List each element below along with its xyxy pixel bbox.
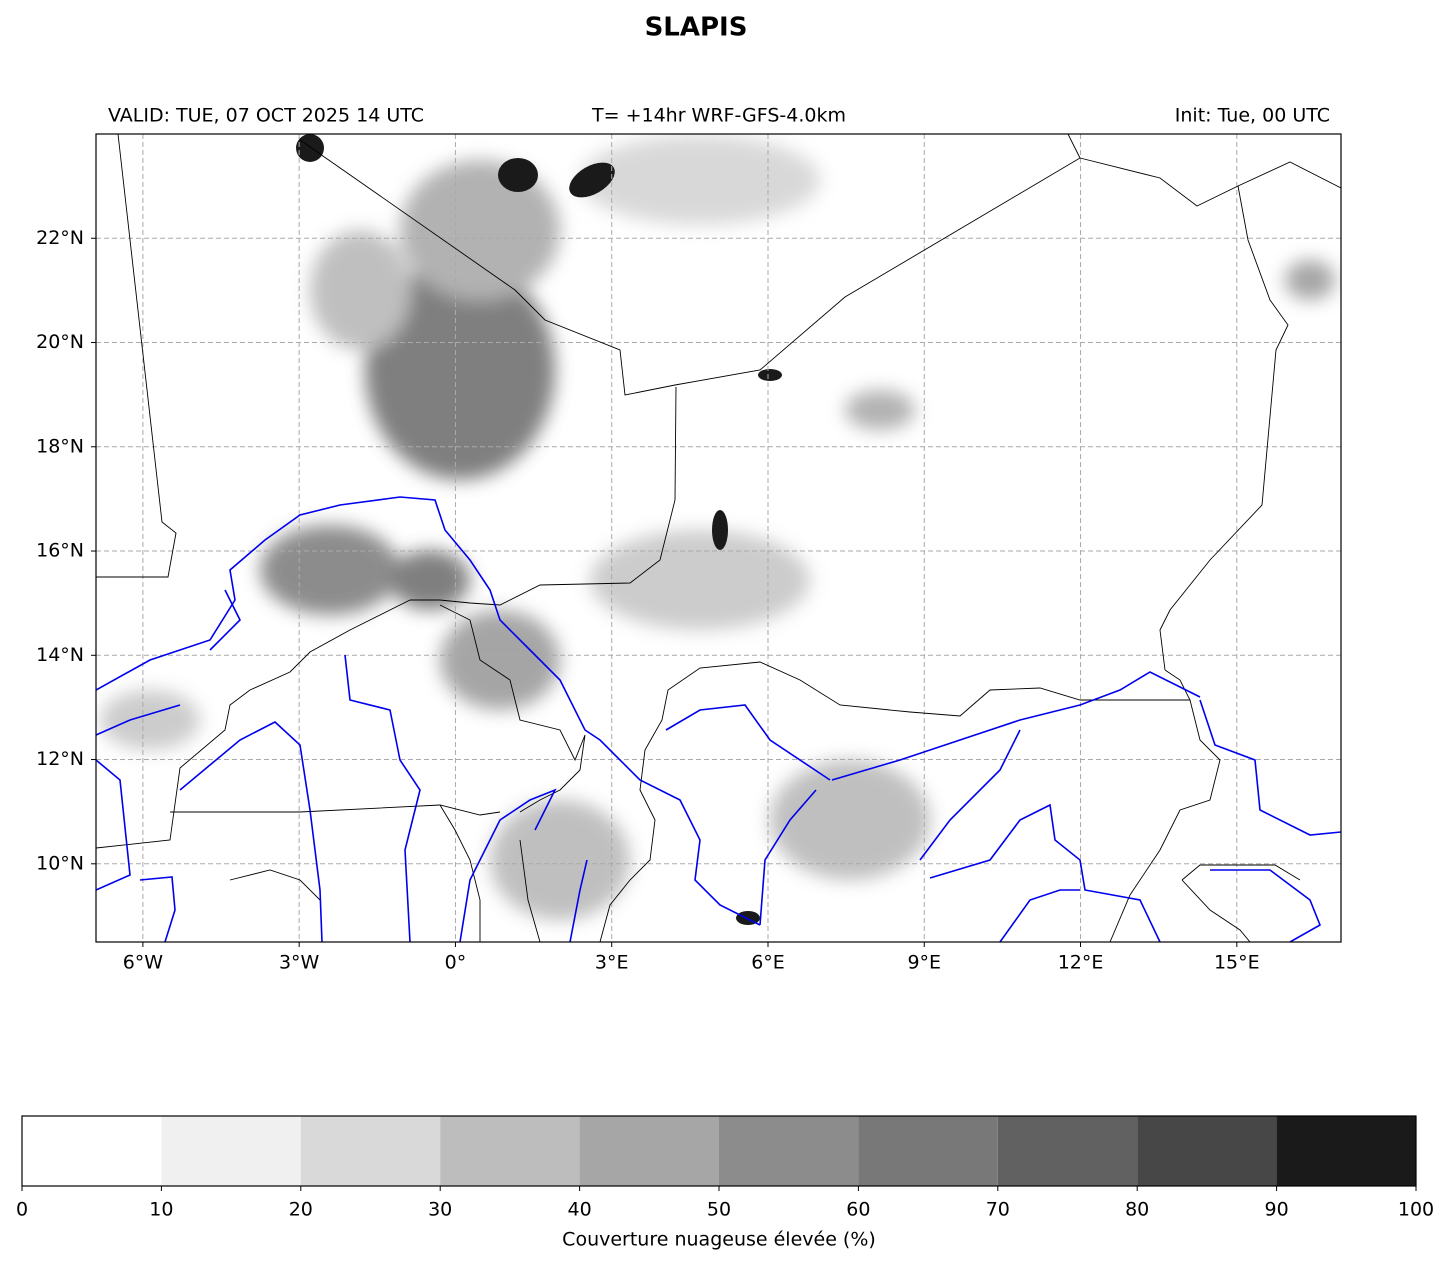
colorbar-segment (1137, 1116, 1277, 1186)
rivers (96, 496, 1341, 942)
x-tick-label: 3°W (279, 952, 320, 974)
colorbar-segment (300, 1116, 441, 1186)
x-tick-label: 9°E (907, 952, 941, 974)
colorbar-segment (22, 1116, 162, 1186)
x-tick-label: 15°E (1214, 952, 1260, 974)
colorbar-segment (858, 1116, 998, 1186)
colorbar-tick-label: 90 (1265, 1199, 1289, 1221)
y-tick-label: 22°N (36, 227, 84, 249)
y-tick-label: 12°N (36, 748, 84, 770)
borders (96, 134, 1341, 942)
colorbar-segment (161, 1116, 301, 1186)
map-title: SLAPIS (645, 13, 748, 43)
dense-cloud (296, 134, 782, 925)
valid-time: VALID: TUE, 07 OCT 2025 14 UTC (108, 105, 424, 127)
x-tick-label: 0° (445, 952, 467, 974)
colorbar-label: Couverture nuageuse élevée (%) (562, 1229, 876, 1251)
colorbar-tick-label: 50 (707, 1199, 731, 1221)
colorbar-segment (579, 1116, 719, 1186)
graticule (96, 134, 1341, 942)
colorbar-tick-label: 30 (428, 1199, 452, 1221)
y-tick-label: 10°N (36, 852, 84, 874)
colorbar-tick-label: 20 (289, 1199, 313, 1221)
map-area (96, 134, 1341, 942)
cloud-field (100, 135, 1335, 920)
x-tick-label: 6°E (751, 952, 785, 974)
y-tick-label: 14°N (36, 644, 84, 666)
colorbar-tick-label: 60 (846, 1199, 870, 1221)
colorbar-tick-label: 0 (16, 1199, 28, 1221)
colorbar: 0 10 20 30 40 50 60 70 80 90 100 (16, 1115, 1434, 1221)
map-frame (95, 133, 1342, 943)
x-tick-label: 12°E (1058, 952, 1104, 974)
colorbar-tick-label: 100 (1398, 1199, 1434, 1221)
colorbar-tick-label: 80 (1125, 1199, 1149, 1221)
colorbar-segment (997, 1116, 1138, 1186)
y-tick-label: 20°N (36, 331, 84, 353)
colorbar-tick-label: 70 (986, 1199, 1010, 1221)
y-tick-label: 16°N (36, 540, 84, 562)
run-info: T= +14hr WRF-GFS-4.0km (591, 105, 846, 127)
y-tick-label: 18°N (36, 435, 84, 457)
colorbar-segment (440, 1116, 580, 1186)
colorbar-tick-label: 10 (149, 1199, 173, 1221)
colorbar-segment (719, 1116, 859, 1186)
colorbar-tick-label: 40 (568, 1199, 592, 1221)
x-tick-label: 6°W (123, 952, 164, 974)
init-time: Init: Tue, 00 UTC (1175, 105, 1330, 127)
x-tick-label: 3°E (595, 952, 629, 974)
colorbar-segment (1276, 1116, 1416, 1186)
